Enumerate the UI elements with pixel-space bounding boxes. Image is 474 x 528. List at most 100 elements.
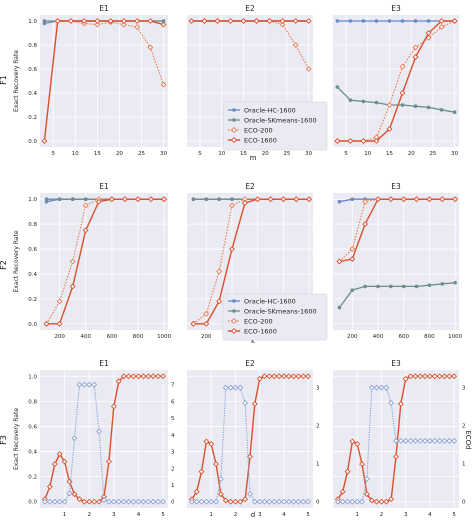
row-label-f3: F3 (0, 435, 8, 445)
point-ecod (237, 384, 244, 391)
point-eco-1600 (69, 283, 76, 290)
point-eco-1600 (82, 227, 89, 234)
point-ecod (145, 498, 152, 505)
point-eco-1600 (267, 196, 274, 203)
y-tick-label: 0.8 (28, 222, 37, 228)
point-ecod (76, 381, 83, 388)
plot-background (333, 15, 459, 147)
y-tick-label: 0.6 (28, 247, 37, 253)
point-ecod (217, 475, 224, 482)
point-ecod (363, 475, 370, 482)
point-eco-1600 (56, 320, 63, 327)
y2-tick-label: 6 (171, 399, 175, 405)
x-tick-label: 10 (218, 151, 225, 157)
point-oracle-skmeans-1600 (427, 283, 432, 287)
point-eco-200 (56, 298, 63, 305)
point-eco-1600 (290, 373, 297, 380)
point-eco-1600 (261, 373, 268, 380)
y2-tick-label: 3 (462, 386, 466, 392)
point-ecod (66, 490, 73, 497)
point-ecod (349, 498, 356, 505)
panel-3-2: E2 1 2 3 4 50 1 2 3 (187, 359, 320, 518)
plot-background (40, 15, 168, 147)
point-oracle-skmeans-1600 (374, 100, 379, 105)
point-eco-1600 (190, 320, 197, 327)
point-oracle-skmeans-1600 (439, 108, 444, 112)
point-eco-1600 (402, 375, 409, 382)
point-oracle-hc-1600 (400, 19, 405, 23)
point-eco-1600 (397, 400, 404, 407)
plot-background (187, 370, 313, 508)
point-eco-1600 (81, 18, 88, 24)
row-label-f1: F1 (0, 75, 8, 85)
point-eco-200 (216, 268, 223, 275)
point-eco-1600 (285, 373, 292, 380)
x-tick-label: 20 (262, 151, 269, 157)
point-eco-1600 (193, 488, 200, 495)
point-ecod (125, 498, 132, 505)
y-tick-label: 1.0 (28, 374, 37, 380)
point-ecod (436, 437, 443, 444)
point-eco-1600 (201, 18, 208, 24)
legend-label-hc: Oracle-HC-1600 (244, 107, 296, 115)
point-ecod (373, 384, 380, 391)
point-ecod (155, 498, 162, 505)
y2-tick-label: 7 (171, 383, 175, 389)
point-eco-1600 (120, 18, 127, 24)
point-ecod (135, 498, 142, 505)
point-ecod (213, 498, 220, 505)
point-ecod (110, 498, 117, 505)
point-eco-200 (203, 310, 210, 317)
point-eco-1600 (399, 90, 406, 96)
x-tick-label: 1000 (157, 334, 171, 340)
point-eco-200 (305, 66, 312, 72)
x-tick-label: 25 (429, 151, 436, 157)
point-eco-1600 (198, 468, 205, 475)
point-eco-1600 (81, 498, 88, 505)
y-tick-label: 0.6 (28, 67, 37, 73)
panel-title: E2 (245, 4, 255, 13)
point-eco-1600 (360, 138, 367, 144)
point-ecod (393, 437, 399, 444)
x-tick-label: 30 (160, 151, 167, 157)
point-eco-1600 (213, 461, 220, 468)
x-tick-label: 1 (63, 512, 67, 518)
y2-tick-label: 2 (316, 424, 320, 430)
x-tick-label: 200 (54, 334, 65, 340)
point-ecod (261, 498, 268, 505)
y2-tick-label: 0 (316, 500, 320, 506)
legend-row2: Oracle-HC-1600 Oracle-SKmeans-1600 ECO-2… (222, 293, 328, 341)
point-eco-1600 (451, 373, 458, 380)
point-oracle-skmeans-1600 (440, 282, 445, 286)
point-ecod (295, 498, 302, 505)
point-eco-1600 (94, 18, 101, 24)
x-tick-label: 200 (347, 334, 358, 340)
point-eco-1600 (347, 138, 354, 144)
point-eco-1600 (387, 196, 394, 203)
series-line-eco-1600 (46, 198, 165, 325)
y-tick-label: 0.0 (28, 500, 37, 506)
y-axis-label: Exact Recovery Rate (13, 50, 20, 112)
point-eco-1600 (251, 400, 258, 407)
point-eco-1600 (214, 18, 221, 24)
point-oracle-skmeans-1600 (44, 197, 49, 202)
legend-label-hc-row2: Oracle-HC-1600 (244, 298, 296, 306)
point-eco-1600 (54, 18, 61, 24)
legend-box (222, 101, 328, 151)
series-line-eco-1600 (193, 198, 310, 325)
point-eco-200 (438, 24, 445, 30)
point-eco-1600 (339, 488, 346, 495)
point-oracle-skmeans-1600 (57, 197, 62, 202)
point-ecod (378, 384, 385, 391)
point-ecod (383, 384, 390, 391)
point-ecod (101, 497, 107, 503)
point-eco-1600 (108, 196, 115, 203)
point-ecod (222, 384, 229, 391)
point-eco-1600 (134, 18, 141, 24)
point-eco-1600 (393, 453, 399, 460)
x-tick-label: 5 (161, 512, 165, 518)
legend-marker-eco200 (230, 126, 238, 134)
point-eco-1600 (349, 438, 356, 445)
point-oracle-skmeans-1600 (376, 284, 380, 289)
